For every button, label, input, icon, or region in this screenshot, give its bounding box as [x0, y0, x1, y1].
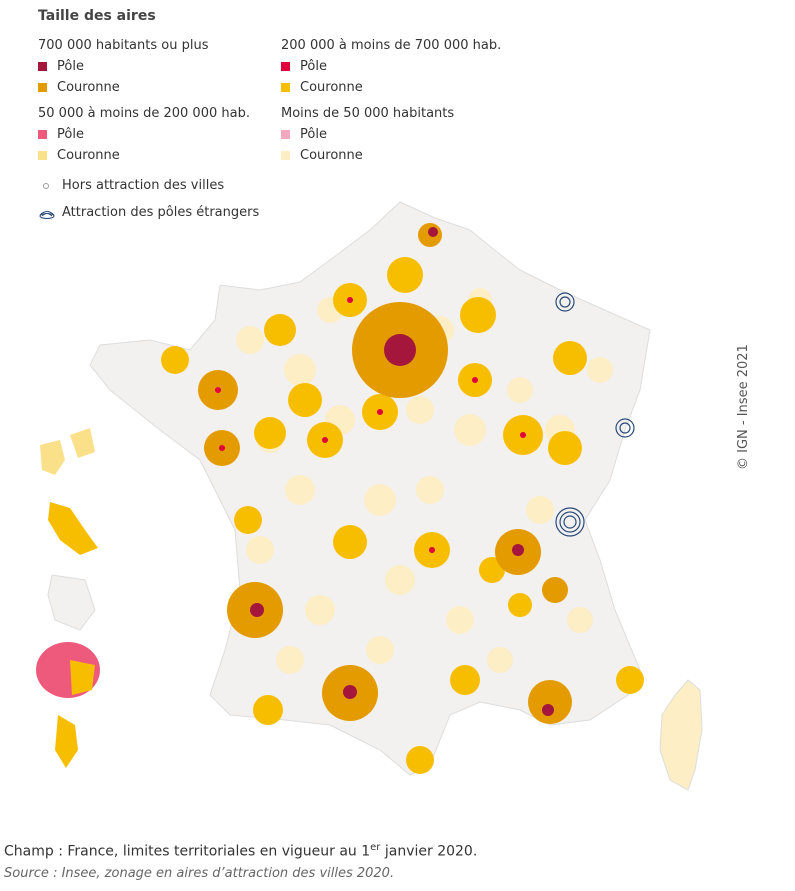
legend-group-title: 700 000 habitants ou plus — [38, 38, 209, 53]
scope: Champ : France, limites territoriales en… — [4, 842, 477, 860]
martinique — [48, 502, 98, 555]
scope-sup: er — [370, 842, 381, 853]
poles — [250, 227, 554, 716]
legend-title: Taille des aires — [38, 8, 156, 24]
swatch — [281, 130, 290, 139]
legend-group: 50 000 à moins de 200 000 hab. Pôle Couron… — [38, 106, 281, 166]
legend-group-title: 50 000 à moins de 200 000 hab. — [38, 106, 250, 121]
legend-label: Pôle — [57, 59, 84, 74]
swatch — [281, 62, 290, 71]
legend-label: Hors attraction des villes — [62, 178, 225, 193]
swatch — [38, 62, 47, 71]
swatch — [38, 151, 47, 160]
medium-poles — [215, 297, 526, 553]
legend-group: Moins de 50 000 habitants Pôle Couronne — [281, 106, 541, 166]
legend-group-title: Moins de 50 000 habitants — [281, 106, 455, 121]
legend-item: Pôle — [281, 124, 541, 145]
swatch — [281, 83, 290, 92]
legend-item: Pôle — [38, 56, 281, 77]
scope-text: Champ : France, limites territoriales en… — [4, 843, 371, 860]
legend-foreign: Attraction des pôles étrangers — [38, 199, 558, 226]
legend-item: Pôle — [38, 124, 281, 145]
scope-text: janvier 2020. — [380, 843, 478, 860]
legend-label: Pôle — [57, 127, 84, 142]
source: Source : Insee, zonage en aires d’attrac… — [4, 865, 395, 881]
swatch — [38, 130, 47, 139]
legend-item: Couronne — [38, 145, 281, 166]
swatch — [281, 151, 290, 160]
legend-label: Couronne — [57, 148, 120, 163]
legend-item: Couronne — [281, 145, 541, 166]
legend-label: Couronne — [300, 148, 363, 163]
corsica — [659, 679, 703, 791]
foreign-symbol — [39, 210, 55, 219]
legend-item: Couronne — [38, 77, 281, 98]
guyane — [47, 574, 96, 631]
legend-item: Pôle — [281, 56, 541, 77]
footer: Champ : France, limites territoriales en… — [4, 842, 477, 881]
legend-label: Pôle — [300, 59, 327, 74]
map — [36, 201, 703, 791]
mayotte — [55, 715, 78, 768]
legend: Taille des aires 700 000 habitants ou pl… — [38, 8, 558, 226]
guadeloupe — [40, 428, 95, 475]
credit: © IGN - Insee 2021 — [736, 344, 751, 470]
legend-outside: Hors attraction des villes — [38, 172, 558, 199]
legend-item: Couronne — [281, 77, 541, 98]
outside-symbol — [43, 182, 49, 189]
legend-group: 200 000 à moins de 700 000 hab. Pôle Couro… — [281, 38, 541, 98]
legend-label: Pôle — [300, 127, 327, 142]
legend-group: 700 000 habitants ou plus Pôle Couronne — [38, 38, 281, 98]
foreign-attraction — [555, 292, 635, 537]
legend-group-title: 200 000 à moins de 700 000 hab. — [281, 38, 502, 53]
legend-label: Attraction des pôles étrangers — [62, 205, 260, 220]
legend-groups: 700 000 habitants ou plus Pôle Couronne 200… — [38, 38, 558, 166]
legend-label: Couronne — [57, 80, 120, 95]
reunion-couronne — [70, 660, 95, 695]
swatch — [38, 83, 47, 92]
legend-label: Couronne — [300, 80, 363, 95]
